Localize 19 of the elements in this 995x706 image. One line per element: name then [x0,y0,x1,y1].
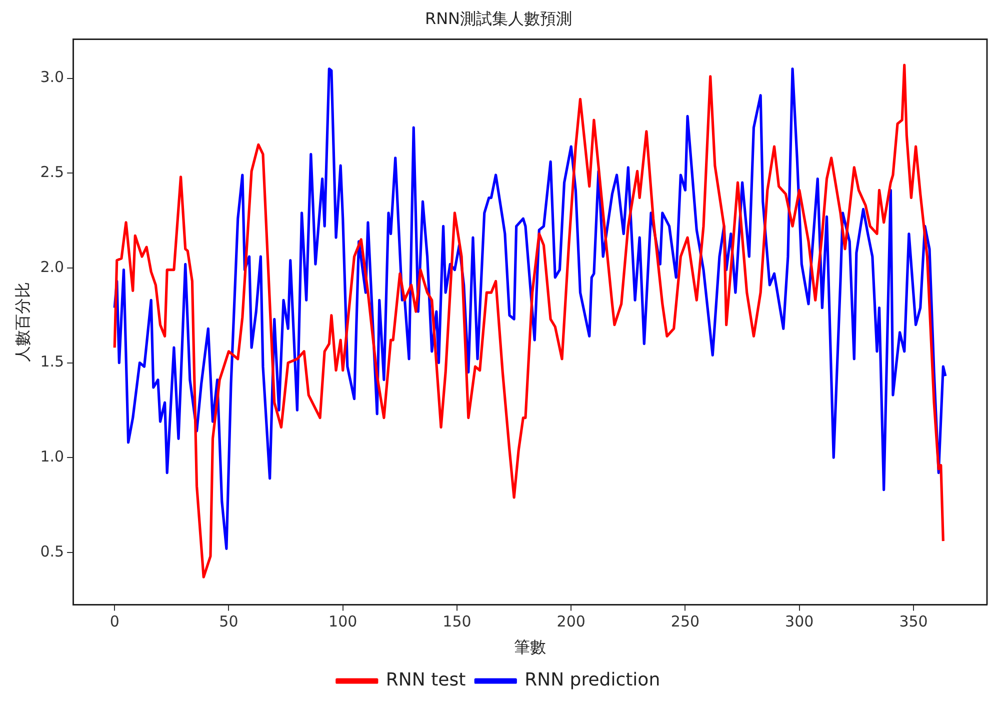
x-tick-label: 150 [442,612,472,631]
y-tick-label: 1.5 [40,352,64,371]
x-tick-label: 50 [219,612,238,631]
y-tick-label: 0.5 [40,542,64,560]
x-tick-label: 0 [110,612,120,631]
x-tick-label: 250 [670,612,700,631]
y-tick-label: 2.5 [40,163,64,181]
x-tick-label: 350 [899,612,928,631]
y-axis-title: 人數百分比 [12,282,32,362]
legend-label: RNN prediction [524,670,660,691]
y-tick-label: 3.0 [40,68,64,86]
x-axis-title: 筆數 [514,638,546,657]
y-tick-label: 2.0 [40,258,64,276]
x-tick-label: 300 [785,612,814,631]
chart-title: RNN測試集人數預測 [424,8,572,28]
legend-label: RNN test [386,670,466,691]
x-tick-label: 100 [328,612,358,631]
y-tick-label: 1.0 [40,448,64,466]
x-tick-label: 200 [556,612,586,631]
